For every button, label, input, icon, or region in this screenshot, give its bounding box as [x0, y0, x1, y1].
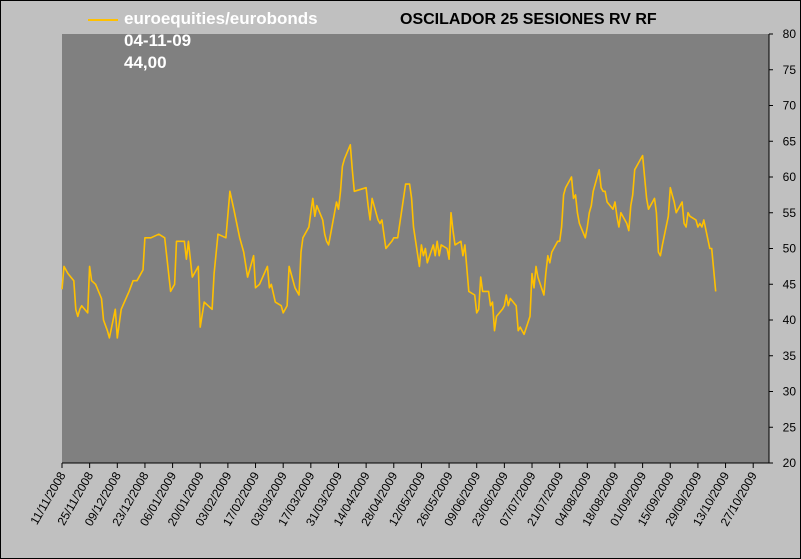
y-tick-label: 20 [783, 456, 797, 470]
y-axis: 20 25 30 35 40 45 50 55 60 65 70 75 80 [768, 27, 797, 470]
y-tick-label: 70 [783, 99, 797, 113]
legend-series-name: euroequities/eurobonds [124, 9, 318, 28]
y-tick-label: 75 [783, 63, 797, 77]
y-tick-label: 60 [783, 170, 797, 184]
legend-swatch [88, 18, 118, 21]
y-tick-label: 55 [783, 206, 797, 220]
legend-value: 44,00 [124, 53, 167, 72]
y-tick-label: 40 [783, 313, 797, 327]
y-tick-label: 45 [783, 277, 797, 291]
x-axis: 11/11/200825/11/200809/12/200823/12/2008… [27, 462, 769, 529]
y-tick-label: 30 [783, 385, 797, 399]
y-tick-label: 65 [783, 134, 797, 148]
y-tick-label: 35 [783, 349, 797, 363]
y-tick-label: 25 [783, 420, 797, 434]
legend: euroequities/eurobonds 04-11-09 44,00 [88, 8, 318, 74]
chart-title: OSCILADOR 25 SESIONES RV RF [400, 11, 657, 28]
legend-date: 04-11-09 [124, 31, 192, 50]
y-tick-label: 50 [783, 242, 797, 256]
legend-entry: euroequities/eurobonds [88, 8, 318, 30]
series-line-euroequities-eurobonds [61, 144, 717, 339]
plot-area [62, 34, 769, 463]
y-tick-label: 80 [783, 27, 797, 41]
